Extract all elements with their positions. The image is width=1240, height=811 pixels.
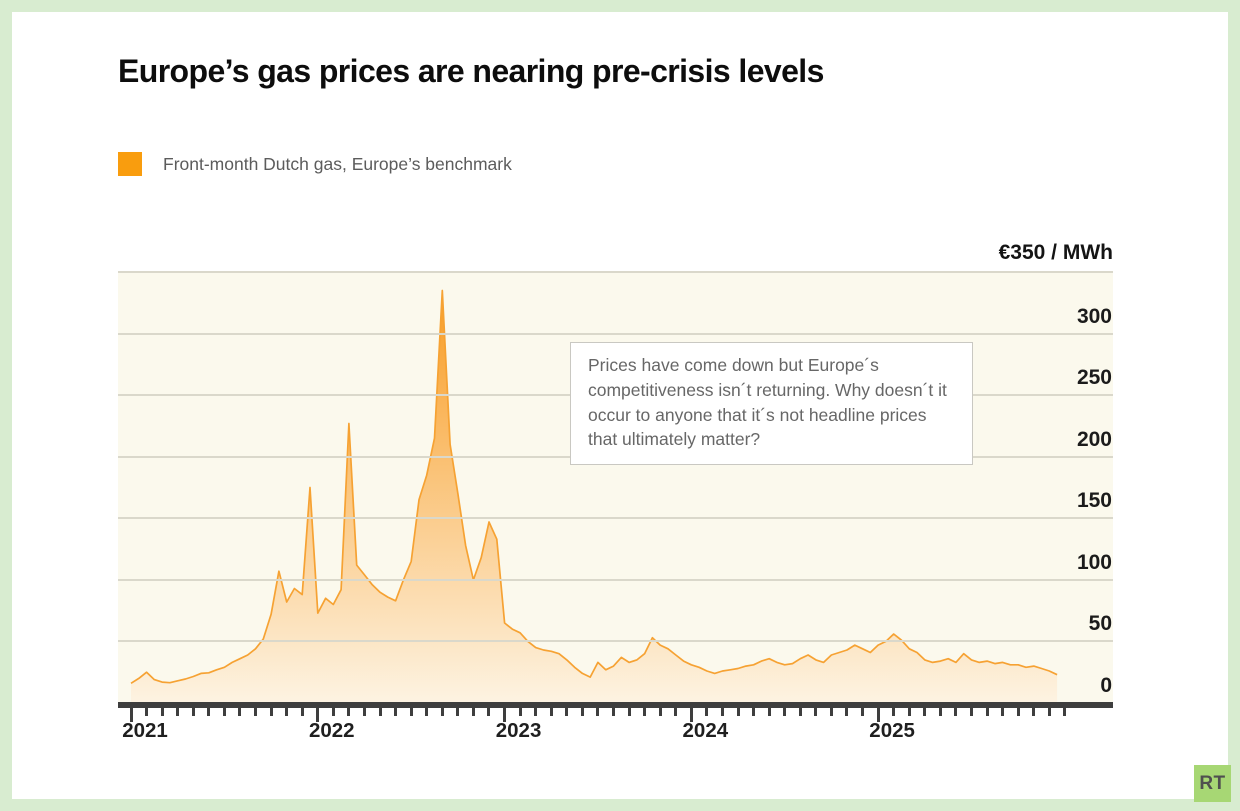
x-tick-month [565,708,569,716]
x-tick-month [861,708,865,716]
x-tick-month [814,708,818,716]
x-tick-month [1016,708,1020,716]
y-tick-label-200: 200 [1076,427,1112,451]
gridline-300 [118,332,1113,335]
y-tick-label-300: 300 [1076,304,1112,328]
x-tick-month [1001,708,1005,716]
x-tick-month [409,708,413,716]
x-tick-month [892,708,896,716]
x-tick-month [580,708,584,716]
gridline-350 [118,271,1113,273]
x-tick-month [487,708,491,716]
y-tick-label-100: 100 [1076,550,1112,574]
x-tick-month [347,708,351,716]
x-tick-year [689,708,693,722]
x-tick-month [783,708,787,716]
rt-logo: RT [1194,765,1231,802]
x-tick-year [129,708,133,722]
x-year-label-2021: 2021 [122,719,168,742]
x-tick-month [425,708,429,716]
x-tick-month [1032,708,1036,716]
gridline-100 [118,578,1113,581]
x-tick-month [207,708,211,716]
x-tick-month [191,708,195,716]
x-tick-month [160,708,164,716]
gridline-150 [118,517,1113,520]
x-tick-month [440,708,444,716]
x-tick-month [362,708,366,716]
x-tick-month [596,708,600,716]
y-tick-label-0: 0 [1100,674,1112,697]
x-tick-month [752,708,756,716]
x-tick-month [1047,708,1051,716]
x-year-label-2024: 2024 [682,719,729,742]
x-tick-month [720,708,724,716]
x-tick-month [254,708,258,716]
x-tick-year [316,708,320,722]
x-tick-month [518,708,522,716]
x-tick-month [394,708,398,716]
x-tick-month [300,708,304,716]
rt-logo-text: RT [1199,772,1226,794]
x-tick-month [222,708,226,716]
x-tick-month [471,708,475,716]
x-tick-month [767,708,771,716]
x-tick-month [378,708,382,716]
x-axis-line [118,702,1113,708]
x-tick-month [970,708,973,716]
x-tick-month [954,708,958,716]
x-tick-month [549,708,553,716]
x-year-label-2022: 2022 [308,719,355,742]
x-tick-month [798,708,802,716]
x-tick-month [238,708,242,716]
y-tick-label-250: 250 [1076,366,1112,390]
legend: Front-month Dutch gas, Europe’s benchmar… [118,152,512,176]
x-tick-month [736,708,740,716]
x-tick-year [503,708,507,722]
x-tick-month [907,708,911,716]
x-tick-month [534,708,538,716]
x-tick-month [612,708,615,716]
x-tick-month [285,708,289,716]
x-tick-month [845,708,849,716]
legend-label: Front-month Dutch gas, Europe’s benchmar… [163,153,512,174]
y-tick-label-150: 150 [1076,489,1112,513]
chart-title: Europe’s gas prices are nearing pre-cris… [118,53,824,89]
x-tick-month [658,708,662,716]
x-tick-month [1063,708,1067,716]
x-tick-month [627,708,631,716]
annotation-box: Prices have come down but Europe´s compe… [570,342,973,466]
x-tick-month [829,708,833,716]
x-tick-month [923,708,927,716]
x-tick-year [876,708,880,722]
x-tick-month [643,708,647,716]
legend-swatch-icon [118,152,142,176]
gridline-50 [118,640,1113,643]
price-area-fill [131,290,1058,703]
x-tick-month [176,708,180,716]
x-tick-month [269,708,273,716]
x-year-label-2025: 2025 [869,719,915,742]
x-tick-month [938,708,942,716]
y-tick-label-50: 50 [1088,612,1112,636]
x-tick-month [985,708,989,716]
x-tick-month [674,708,678,716]
y-axis-unit-label: €350 / MWh [998,241,1113,264]
annotation-text: Prices have come down but Europe´s compe… [588,355,947,450]
x-tick-month [331,708,335,716]
x-tick-month [705,708,709,716]
x-tick-month [456,708,460,716]
x-year-label-2023: 2023 [495,719,542,742]
x-tick-month [145,708,149,716]
chart-card: Europe’s gas prices are nearing pre-cris… [12,12,1231,802]
